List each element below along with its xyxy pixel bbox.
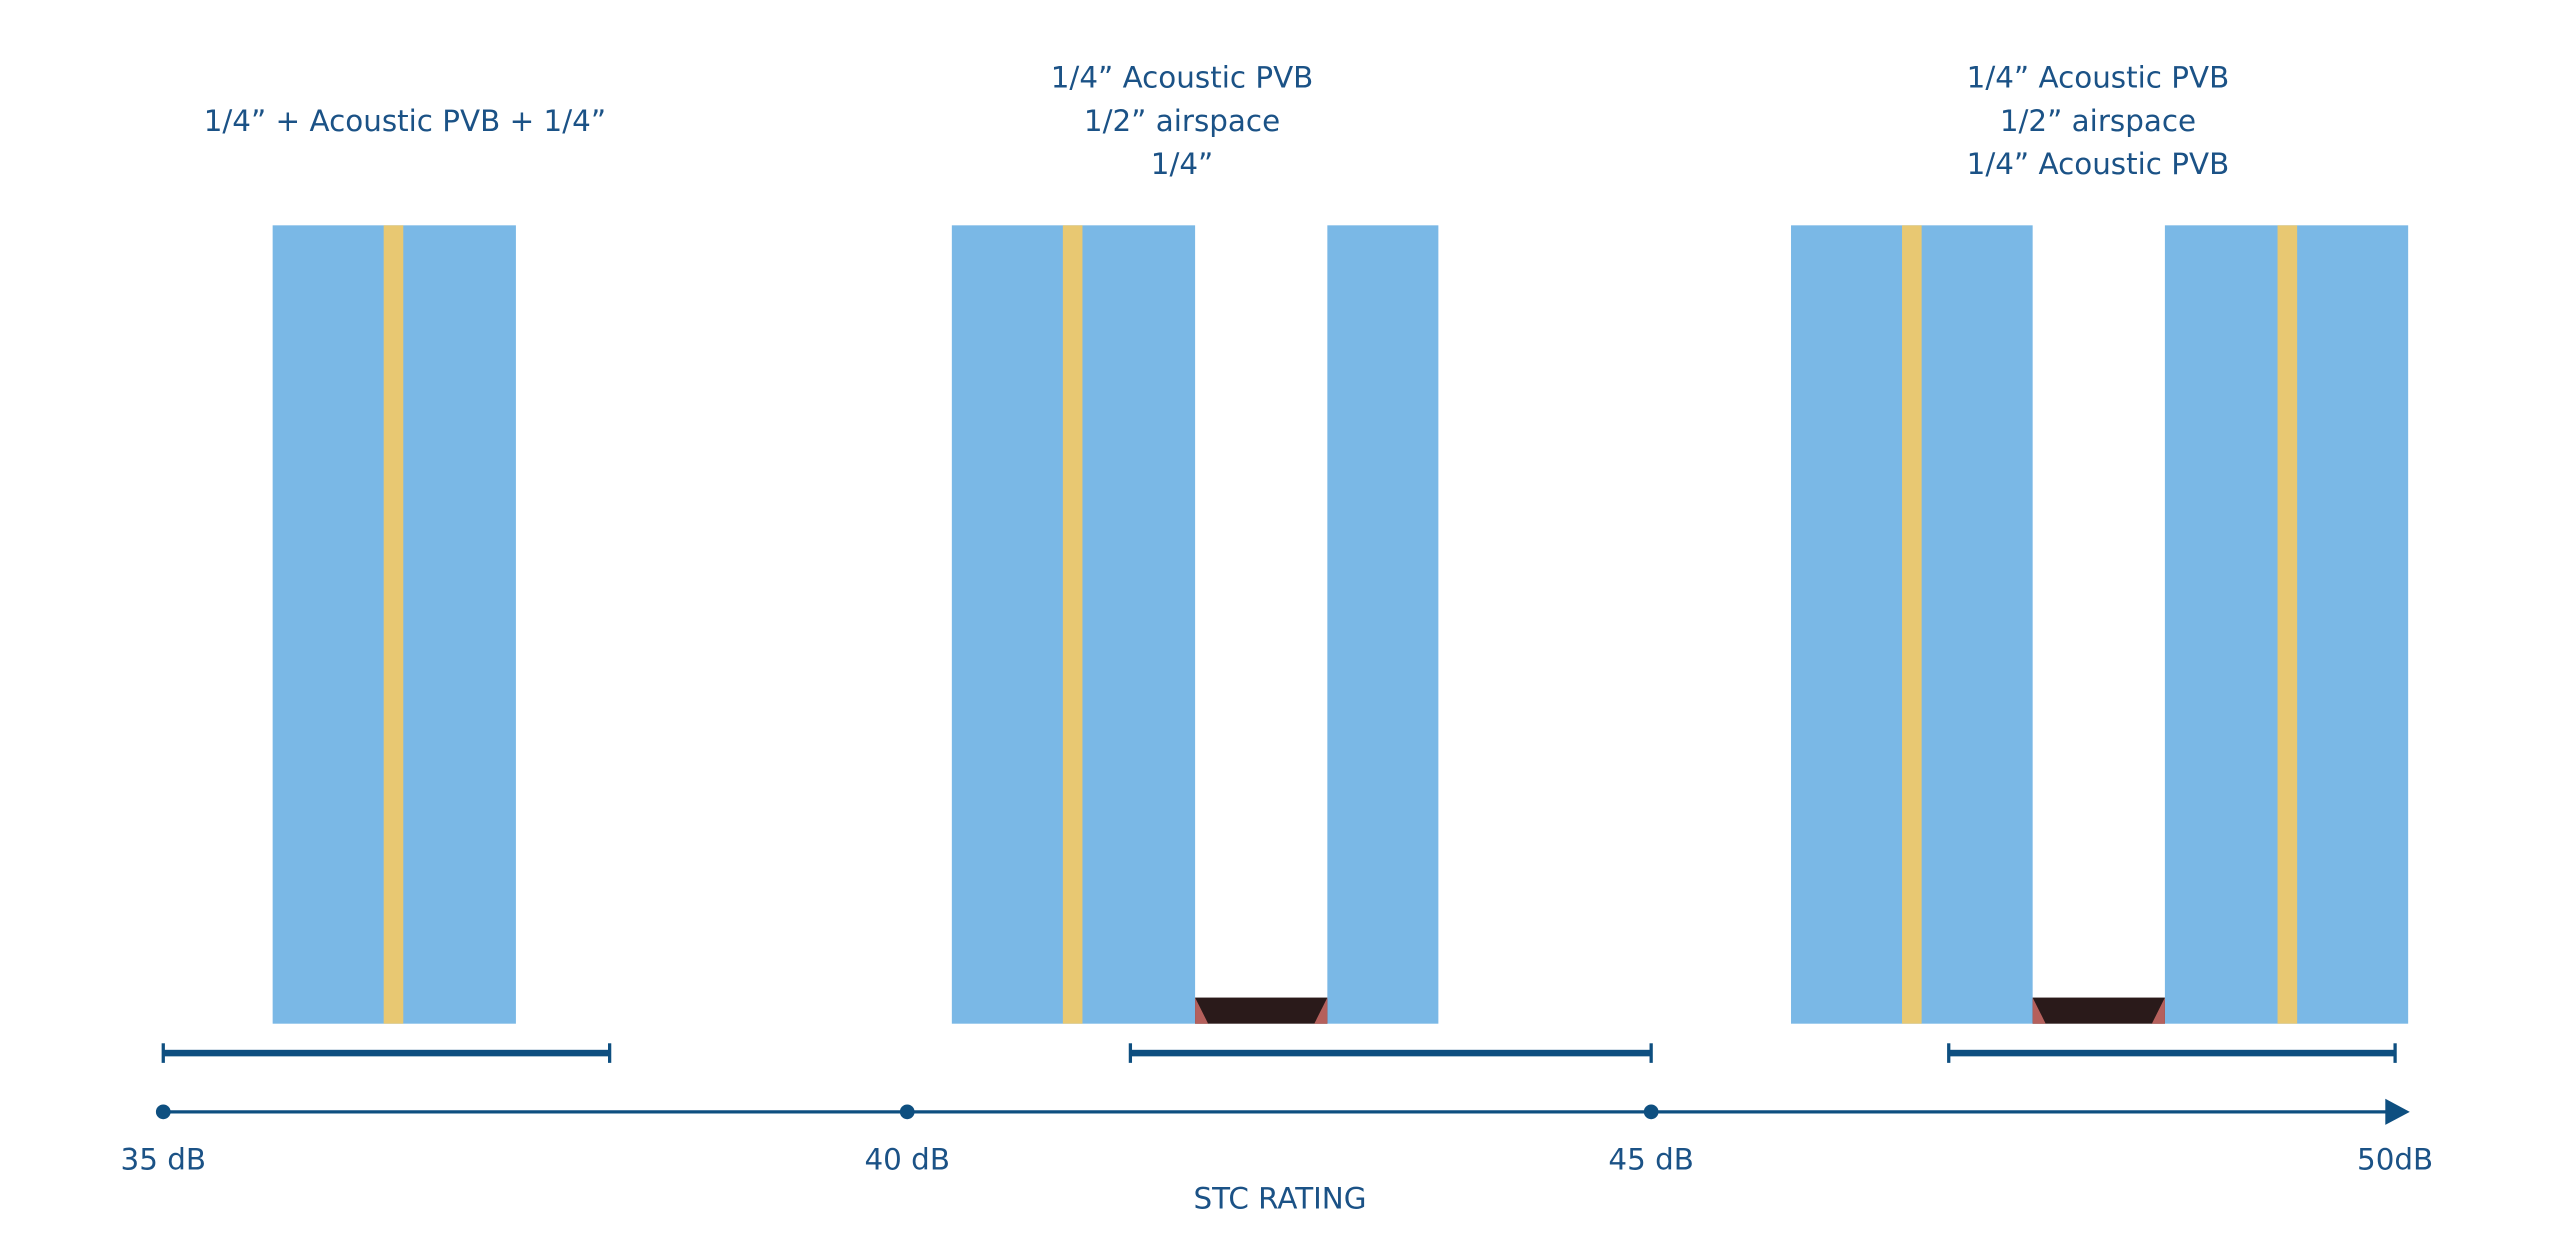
x-tick-label: 45 dB: [1608, 1142, 1694, 1176]
pvb-layer: [2277, 225, 2298, 1024]
spacer-edge: [1314, 997, 1328, 1024]
x-tick-label: 40 dB: [864, 1142, 950, 1176]
x-tick-label: 50dB: [2357, 1142, 2433, 1176]
spacer: [2032, 997, 2165, 1024]
config-label: 1/2” airspace: [2000, 104, 2196, 138]
config-label: 1/4”: [1151, 147, 1214, 181]
pvb-layer: [1902, 225, 1922, 1024]
axis-arrow: [2385, 1098, 2410, 1125]
range-cap: [608, 1043, 612, 1063]
pvb-layer: [1062, 225, 1083, 1024]
range-cap: [2393, 1043, 2397, 1063]
range-bar: [1948, 1049, 2396, 1057]
spacer-edge: [1195, 997, 1209, 1024]
spacer-edge: [2032, 997, 2046, 1024]
config-label: 1/4” + Acoustic PVB + 1/4”: [204, 104, 606, 138]
pvb-layer: [383, 225, 404, 1024]
x-tick: [899, 1104, 915, 1120]
range-bar: [163, 1049, 610, 1057]
x-tick-label: 35 dB: [121, 1142, 207, 1176]
spacer: [1195, 997, 1328, 1024]
config-label: 1/4” Acoustic PVB: [1967, 61, 2230, 95]
x-axis-label: STC RATING: [1193, 1182, 1366, 1216]
range-cap: [1128, 1043, 1133, 1063]
range-bar: [1130, 1049, 1652, 1057]
config-label: 1/2” airspace: [1084, 104, 1280, 138]
config-label: 1/4” Acoustic PVB: [1967, 147, 2230, 181]
glass-pane: [1327, 225, 1439, 1024]
x-tick: [155, 1104, 171, 1120]
range-cap: [1947, 1043, 1951, 1063]
range-cap: [1649, 1043, 1653, 1063]
config-label: 1/4” Acoustic PVB: [1051, 61, 1314, 95]
range-cap: [161, 1043, 165, 1063]
x-tick: [1643, 1104, 1659, 1120]
